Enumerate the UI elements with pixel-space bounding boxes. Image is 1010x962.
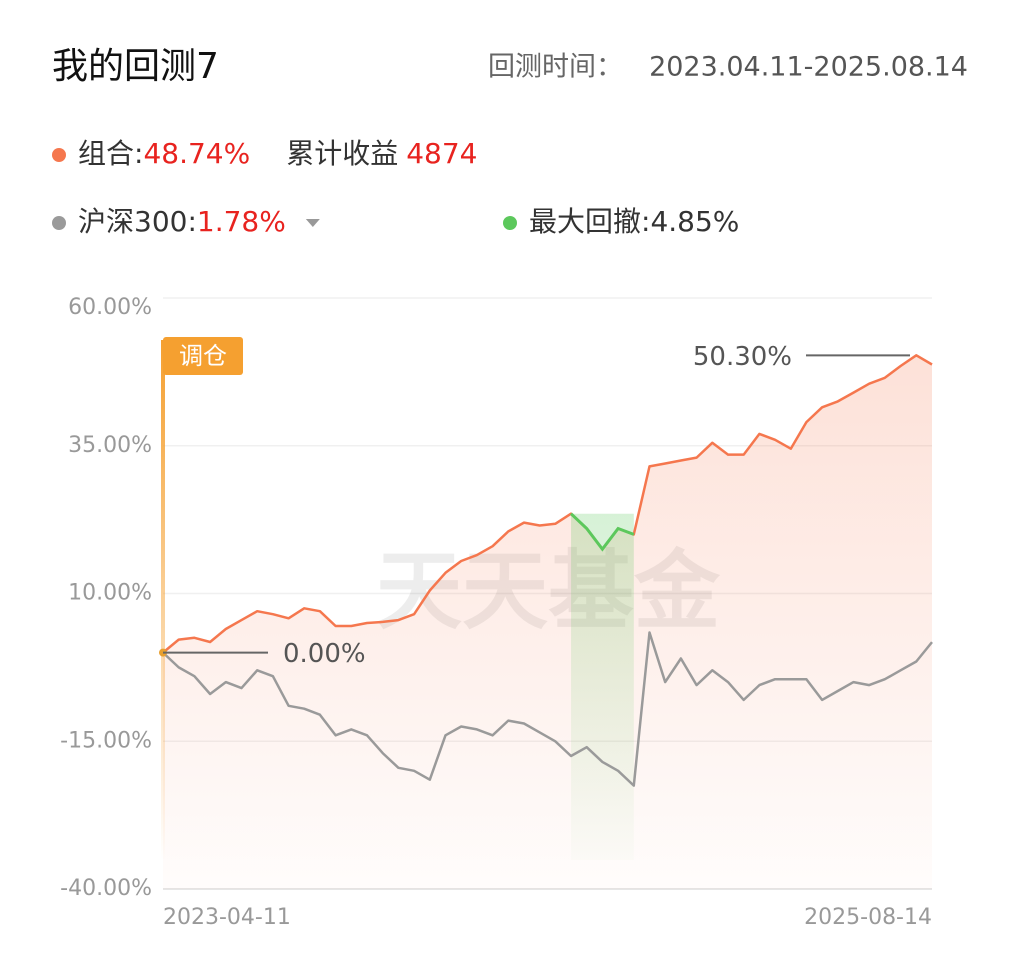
rebalance-bar — [161, 340, 165, 860]
benchmark-line — [162, 631, 933, 787]
annotation-label: 0.00% — [283, 639, 366, 669]
legend: 组合: 48.74% 累计收益 4874 沪深300: 1.78% 最大回撤: 4.85% — [52, 137, 739, 238]
cumulative-label: 累计收益 — [286, 137, 398, 170]
legend-dot — [52, 148, 66, 162]
legend-dot — [52, 216, 66, 230]
return-value: 1.78% — [197, 205, 286, 238]
y-tick-label: -40.00% — [60, 876, 152, 901]
legend-dot — [503, 216, 517, 230]
return-value: 48.74% — [143, 137, 250, 170]
area — [163, 355, 932, 889]
y-tick-label: 10.00% — [68, 581, 152, 606]
rebalance-label: 调仓 — [179, 342, 227, 370]
y-tick-label: -15.00% — [60, 728, 152, 753]
annotation-label: 50.30% — [693, 342, 792, 372]
y-tick-label: 35.00% — [68, 433, 152, 458]
portfolio-line — [162, 354, 933, 654]
x-tick-label: 2023-04-11 — [163, 905, 291, 930]
drawdown-value: 4.85% — [650, 205, 739, 238]
period: 2023.04.11-2025.08.14 — [649, 52, 968, 83]
rebalance-badge — [163, 337, 243, 375]
x-tick-label: 2025-08-14 — [804, 905, 932, 930]
legend-label: 组合: — [78, 137, 143, 170]
legend-label: 沪深300: — [78, 205, 197, 238]
cumulative-value: 4874 — [406, 137, 477, 170]
drawdown-line — [569, 512, 635, 552]
title: 我的回测7 — [52, 46, 219, 87]
drawdown-label: 最大回撤: — [529, 205, 650, 238]
y-tick-label: 60.00% — [68, 295, 152, 320]
plot: -40.00% -15.00% 10.00% 35.00% 60.00% 2023-04-… — [60, 295, 933, 930]
dropdown-icon — [305, 219, 320, 227]
period-label: 回测时间： — [488, 52, 623, 83]
drawdown-band — [571, 513, 634, 860]
